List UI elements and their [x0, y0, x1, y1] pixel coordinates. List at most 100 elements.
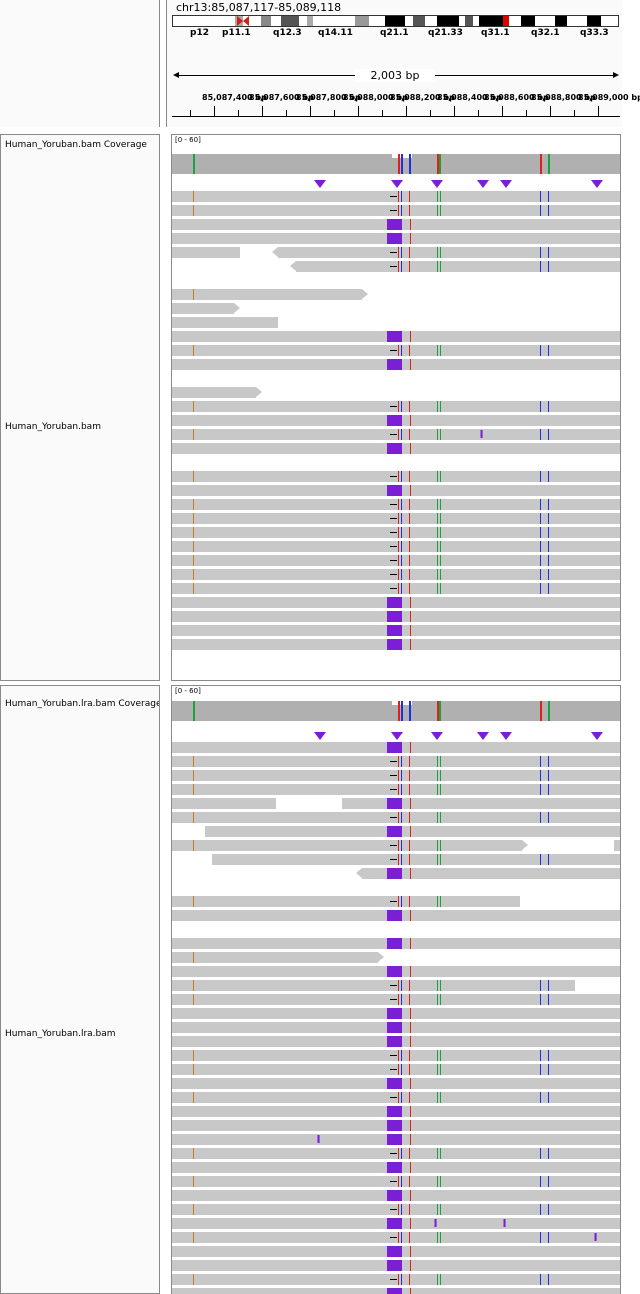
- insertion-block[interactable]: [387, 910, 402, 921]
- aligned-read[interactable]: [172, 359, 620, 370]
- aligned-read[interactable]: [172, 513, 620, 524]
- insertion-block[interactable]: [387, 625, 402, 636]
- insertion-block[interactable]: [387, 1106, 402, 1117]
- track2-alignment-name[interactable]: Human_Yoruban.lra.bam: [5, 1029, 116, 1039]
- aligned-read[interactable]: [172, 541, 620, 552]
- aligned-read[interactable]: [172, 1218, 620, 1229]
- insertion-block[interactable]: [387, 742, 402, 753]
- track2-coverage-name[interactable]: Human_Yoruban.lra.bam Coverage: [5, 699, 159, 709]
- coverage-histogram[interactable]: [172, 701, 620, 721]
- coverage-histogram[interactable]: [172, 154, 620, 174]
- aligned-read[interactable]: [172, 756, 620, 767]
- aligned-read[interactable]: [172, 980, 575, 991]
- aligned-read[interactable]: [172, 1050, 620, 1061]
- insertion-block[interactable]: [387, 1260, 402, 1271]
- aligned-read[interactable]: [172, 289, 368, 300]
- insertion-marker-icon[interactable]: [391, 180, 403, 188]
- insertion-marker-icon[interactable]: [477, 732, 489, 740]
- insertion-block[interactable]: [387, 826, 402, 837]
- insertion-block[interactable]: [387, 1078, 402, 1089]
- aligned-read[interactable]: [205, 826, 620, 837]
- insertion-marker-icon[interactable]: [391, 732, 403, 740]
- aligned-read[interactable]: [172, 1092, 620, 1103]
- insertion-marker-icon[interactable]: [500, 732, 512, 740]
- insertion-block[interactable]: [387, 1022, 402, 1033]
- insertion-block[interactable]: [387, 1246, 402, 1257]
- aligned-read[interactable]: [172, 1036, 620, 1047]
- aligned-read[interactable]: [172, 742, 620, 753]
- aligned-read[interactable]: [172, 401, 620, 412]
- aligned-read[interactable]: [172, 303, 240, 314]
- insertion-marker-icon[interactable]: [477, 180, 489, 188]
- aligned-read[interactable]: [172, 387, 262, 398]
- aligned-read[interactable]: [614, 840, 620, 851]
- aligned-read[interactable]: [172, 1232, 620, 1243]
- aligned-read[interactable]: [172, 443, 620, 454]
- insertion-block[interactable]: [387, 1218, 402, 1229]
- insertion-block[interactable]: [387, 639, 402, 650]
- aligned-read[interactable]: [172, 639, 620, 650]
- aligned-read[interactable]: [172, 429, 620, 440]
- insertion-marker-icon[interactable]: [591, 180, 603, 188]
- aligned-read[interactable]: [272, 247, 620, 258]
- insertion-block[interactable]: [387, 1008, 402, 1019]
- aligned-read[interactable]: [172, 191, 620, 202]
- insertion-block[interactable]: [387, 1036, 402, 1047]
- aligned-read[interactable]: [172, 1120, 620, 1131]
- insertion-block[interactable]: [387, 1162, 402, 1173]
- aligned-read[interactable]: [172, 233, 620, 244]
- aligned-read[interactable]: [356, 868, 620, 879]
- aligned-read[interactable]: [172, 1148, 620, 1159]
- aligned-read[interactable]: [172, 840, 528, 851]
- small-insertion-icon[interactable]: I: [479, 428, 484, 441]
- track1-coverage-name[interactable]: Human_Yoruban.bam Coverage: [5, 140, 147, 150]
- insertion-block[interactable]: [387, 485, 402, 496]
- aligned-read[interactable]: [172, 1134, 620, 1145]
- aligned-read[interactable]: [290, 261, 620, 272]
- aligned-read[interactable]: [172, 1204, 620, 1215]
- aligned-read[interactable]: [172, 247, 240, 258]
- aligned-read[interactable]: [172, 555, 620, 566]
- insertion-block[interactable]: [387, 233, 402, 244]
- insertion-block[interactable]: [387, 611, 402, 622]
- insertion-block[interactable]: [387, 219, 402, 230]
- aligned-read[interactable]: [172, 345, 620, 356]
- insertion-block[interactable]: [387, 1134, 402, 1145]
- aligned-read[interactable]: [172, 1078, 620, 1089]
- aligned-read[interactable]: [172, 1022, 620, 1033]
- aligned-read[interactable]: [172, 625, 620, 636]
- insertion-block[interactable]: [387, 331, 402, 342]
- aligned-read[interactable]: [172, 994, 620, 1005]
- insertion-block[interactable]: [387, 415, 402, 426]
- insertion-marker-icon[interactable]: [500, 180, 512, 188]
- insertion-block[interactable]: [387, 359, 402, 370]
- aligned-read[interactable]: [172, 952, 384, 963]
- chromosome-ideogram[interactable]: [172, 15, 619, 27]
- aligned-read[interactable]: [172, 597, 620, 608]
- aligned-read[interactable]: [172, 1176, 620, 1187]
- aligned-read[interactable]: [172, 1106, 620, 1117]
- aligned-read[interactable]: [172, 205, 620, 216]
- aligned-read[interactable]: [172, 583, 620, 594]
- aligned-read[interactable]: [172, 910, 620, 921]
- aligned-read[interactable]: [172, 611, 620, 622]
- insertion-block[interactable]: [387, 938, 402, 949]
- aligned-read[interactable]: [172, 1190, 620, 1201]
- insertion-block[interactable]: [387, 868, 402, 879]
- aligned-read[interactable]: [172, 938, 620, 949]
- aligned-read[interactable]: [172, 812, 620, 823]
- aligned-read[interactable]: [172, 219, 620, 230]
- aligned-read[interactable]: [172, 527, 620, 538]
- aligned-read[interactable]: [172, 1288, 620, 1294]
- small-insertion-icon[interactable]: I: [502, 1217, 507, 1230]
- aligned-read[interactable]: [342, 798, 620, 809]
- insertion-block[interactable]: [387, 443, 402, 454]
- aligned-read[interactable]: [172, 896, 520, 907]
- insertion-marker-icon[interactable]: [314, 732, 326, 740]
- insertion-block[interactable]: [387, 1288, 402, 1294]
- aligned-read[interactable]: [172, 569, 620, 580]
- insertion-block[interactable]: [387, 1190, 402, 1201]
- small-insertion-icon[interactable]: I: [593, 1231, 598, 1244]
- aligned-read[interactable]: [172, 1064, 620, 1075]
- insertion-block[interactable]: [387, 966, 402, 977]
